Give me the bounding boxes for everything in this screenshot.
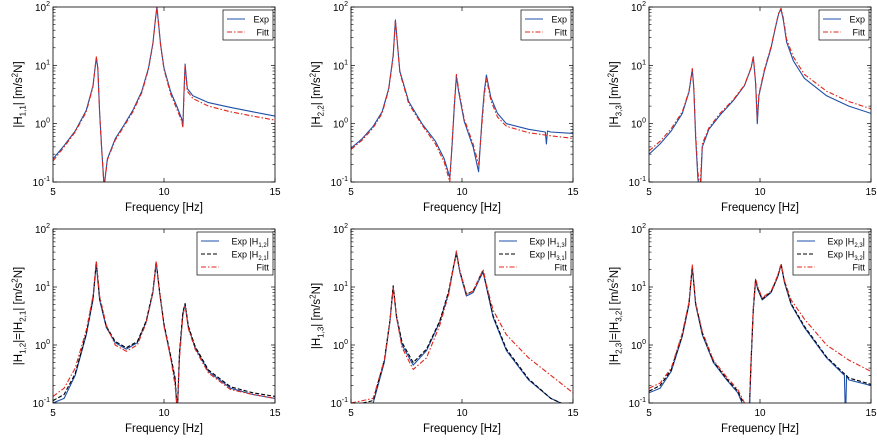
- y-tick-label: 102: [333, 1, 348, 14]
- y-axis-label: |H1,2|=|H2,1| [m/s2N]: [10, 267, 27, 365]
- x-tick-label: 15: [567, 187, 579, 198]
- legend-label: Fitt: [555, 263, 568, 273]
- legend-label: Exp |H3,1|: [529, 250, 567, 263]
- y-tick-label: 10-1: [629, 176, 646, 189]
- x-axis-label: Frequency [Hz]: [721, 423, 799, 435]
- y-tick-label: 102: [631, 1, 646, 14]
- x-tick-label: 10: [158, 408, 170, 419]
- legend-label: Fitt: [257, 263, 270, 273]
- axes-frame: [52, 6, 276, 183]
- legend-label: Exp: [849, 15, 865, 25]
- y-tick-label: 102: [631, 223, 646, 236]
- legend-label: Exp: [551, 15, 567, 25]
- legend-label: Exp |H2,1|: [231, 250, 269, 263]
- y-tick-label: 100: [631, 339, 646, 352]
- x-axis-label: Frequency [Hz]: [125, 423, 203, 435]
- axes-frame: [648, 6, 872, 183]
- legend-box: [222, 9, 274, 41]
- axes-frame: [350, 228, 574, 404]
- legend-box: [818, 9, 870, 41]
- x-tick-label: 15: [567, 408, 579, 419]
- legend: Exp Fitt: [818, 9, 870, 41]
- y-axis-label: |H1,1| [m/s2N]: [10, 61, 27, 127]
- y-axis-label: |H1,3| [m/s2N]: [308, 283, 325, 349]
- y-tick-label: 100: [35, 118, 50, 131]
- x-tick-label: 5: [50, 187, 56, 198]
- y-tick-label: 101: [333, 281, 348, 294]
- series-line-3: [649, 263, 871, 403]
- legend-label: Exp |H2,3|: [827, 237, 865, 250]
- x-axis-label: Frequency [Hz]: [423, 423, 501, 435]
- y-tick-label: 102: [333, 223, 348, 236]
- y-tick-label: 100: [35, 339, 50, 352]
- y-tick-label: 10-1: [33, 176, 50, 189]
- legend-label: Fitt: [257, 28, 270, 38]
- series-line-3: [351, 250, 573, 403]
- series-line-2: [360, 252, 563, 403]
- series-line-2: [649, 7, 871, 182]
- legend: Exp |H1,3|Exp |H3,1|Fitt: [494, 231, 572, 276]
- legend-label: Fitt: [555, 28, 568, 38]
- x-axis-label: Frequency [Hz]: [721, 202, 799, 214]
- x-tick-label: 15: [269, 408, 281, 419]
- chart-panel-1: 10-1 100 101 102 5 10 15 Exp Fitt Frequency [Hz] |…: [10, 1, 281, 214]
- y-tick-label: 10-1: [33, 397, 50, 410]
- axes-frame: [648, 228, 872, 404]
- legend: Exp Fitt: [222, 9, 274, 41]
- y-axis-label: |H2,3|=|H3,2| [m/s2N]: [606, 267, 623, 365]
- x-axis-label: Frequency [Hz]: [125, 202, 203, 214]
- legend-label: Exp |H1,2|: [231, 237, 269, 250]
- legend-label: Exp: [253, 15, 269, 25]
- x-tick-label: 10: [456, 408, 468, 419]
- legend-label: Fitt: [853, 28, 866, 38]
- y-axis-label: |H2,2| [m/s2N]: [308, 61, 325, 127]
- x-tick-label: 15: [865, 187, 877, 198]
- y-tick-label: 10-1: [331, 176, 348, 189]
- legend: Exp |H1,2|Exp |H2,1|Fitt: [196, 231, 274, 276]
- y-tick-label: 102: [35, 223, 50, 236]
- x-tick-label: 5: [646, 408, 652, 419]
- x-tick-label: 5: [348, 187, 354, 198]
- x-axis-label: Frequency [Hz]: [423, 202, 501, 214]
- x-tick-label: 15: [865, 408, 877, 419]
- x-tick-label: 10: [754, 187, 766, 198]
- x-tick-label: 15: [269, 187, 281, 198]
- x-tick-label: 5: [646, 187, 652, 198]
- legend-label: Exp |H3,2|: [827, 250, 865, 263]
- x-tick-label: 5: [50, 408, 56, 419]
- y-tick-label: 101: [631, 59, 646, 72]
- series-line-2: [53, 7, 275, 182]
- series-line-3: [53, 260, 275, 403]
- legend: Exp Fitt: [520, 9, 572, 41]
- y-tick-label: 10-1: [331, 397, 348, 410]
- y-tick-label: 102: [35, 1, 50, 14]
- axes-frame: [350, 6, 574, 183]
- y-tick-label: 101: [333, 59, 348, 72]
- y-axis-label: |H3,3| [m/s2N]: [606, 61, 623, 127]
- legend-label: Exp |H1,3|: [529, 237, 567, 250]
- x-tick-label: 5: [348, 408, 354, 419]
- y-tick-label: 10-1: [629, 397, 646, 410]
- y-tick-label: 100: [631, 118, 646, 131]
- chart-panel-2: 10-1 100 101 102 5 10 15 Exp Fitt Frequency [Hz] |…: [308, 1, 579, 214]
- axes-frame: [52, 228, 276, 404]
- legend: Exp |H2,3|Exp |H3,2|Fitt: [792, 231, 870, 276]
- x-tick-label: 10: [456, 187, 468, 198]
- y-tick-label: 100: [333, 118, 348, 131]
- x-tick-label: 10: [754, 408, 766, 419]
- legend-label: Fitt: [853, 263, 866, 273]
- y-tick-label: 101: [631, 281, 646, 294]
- y-tick-label: 101: [35, 281, 50, 294]
- chart-panel-5: 10-1 100 101 102 5 10 15 Exp |H1,3|Exp |H3,1|Fi…: [308, 223, 579, 435]
- y-tick-label: 100: [333, 339, 348, 352]
- legend-box: [520, 9, 572, 41]
- y-tick-label: 101: [35, 59, 50, 72]
- chart-panel-3: 10-1 100 101 102 5 10 15 Exp Fitt Frequency [Hz] |…: [606, 1, 877, 214]
- chart-panel-6: 10-1 100 101 102 5 10 15 Exp |H2,3|Exp |H3,2|Fi…: [606, 223, 877, 435]
- chart-panel-4: 10-1 100 101 102 5 10 15 Exp |H1,2|Exp |H2,1|Fi…: [10, 223, 281, 435]
- x-tick-label: 10: [158, 187, 170, 198]
- series-line-2: [351, 20, 573, 182]
